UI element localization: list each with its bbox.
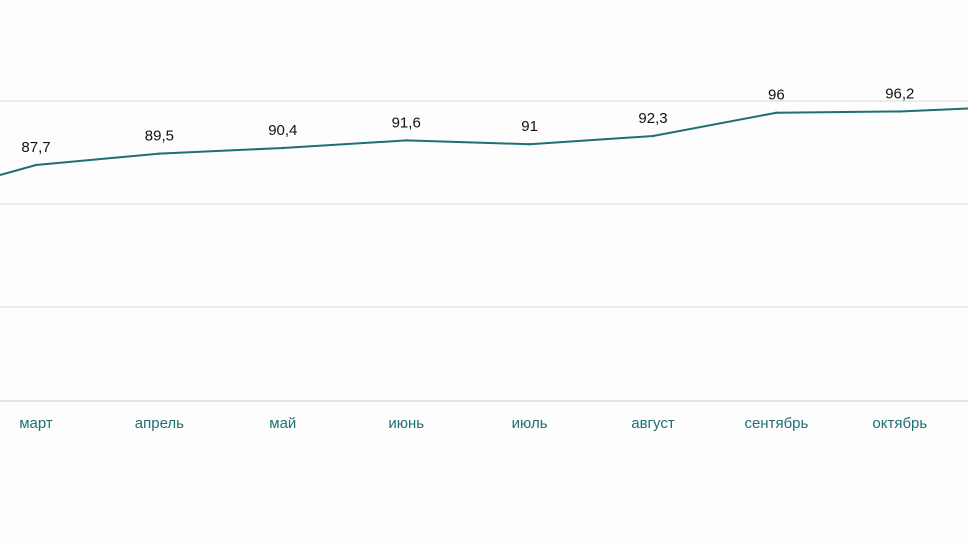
data-point-август bbox=[651, 134, 655, 138]
x-tick-label-3: май bbox=[269, 415, 296, 432]
data-point-май bbox=[281, 146, 284, 150]
data-point-октябрь bbox=[898, 110, 901, 113]
x-tick-label-8: октябрь bbox=[872, 415, 927, 432]
data-label-1: 87,7 bbox=[21, 139, 50, 156]
data-point-июль bbox=[528, 143, 531, 146]
data-point-март bbox=[34, 163, 38, 167]
series-line bbox=[0, 107, 968, 176]
x-tick-labels: март апрель май июнь июль август сентябрь октяб… bbox=[19, 415, 927, 432]
x-tick-label-6: август bbox=[631, 415, 675, 432]
x-tick-label-2: апрель bbox=[135, 415, 184, 432]
data-point-сентябрь bbox=[775, 111, 778, 114]
data-label-3: 90,4 bbox=[268, 122, 297, 139]
data-label-5: 91 bbox=[521, 118, 538, 135]
data-label-8: 96,2 bbox=[885, 85, 914, 102]
x-tick-label-4: июнь bbox=[388, 415, 424, 432]
data-labels: 87,7 89,5 90,4 91,6 91 92,3 96 96,2 bbox=[21, 85, 914, 156]
data-point-апрель bbox=[158, 152, 161, 155]
x-tick-label-1: март bbox=[19, 415, 53, 432]
x-tick-label-7: сентябрь bbox=[744, 415, 808, 432]
gridlines bbox=[0, 100, 968, 308]
data-label-7: 96 bbox=[768, 87, 785, 104]
data-label-6: 92,3 bbox=[638, 110, 667, 127]
series-group bbox=[0, 107, 968, 176]
data-label-2: 89,5 bbox=[145, 128, 174, 145]
data-point-июнь bbox=[405, 139, 408, 142]
x-tick-label-5: июль bbox=[512, 415, 548, 432]
data-label-4: 91,6 bbox=[392, 114, 421, 131]
